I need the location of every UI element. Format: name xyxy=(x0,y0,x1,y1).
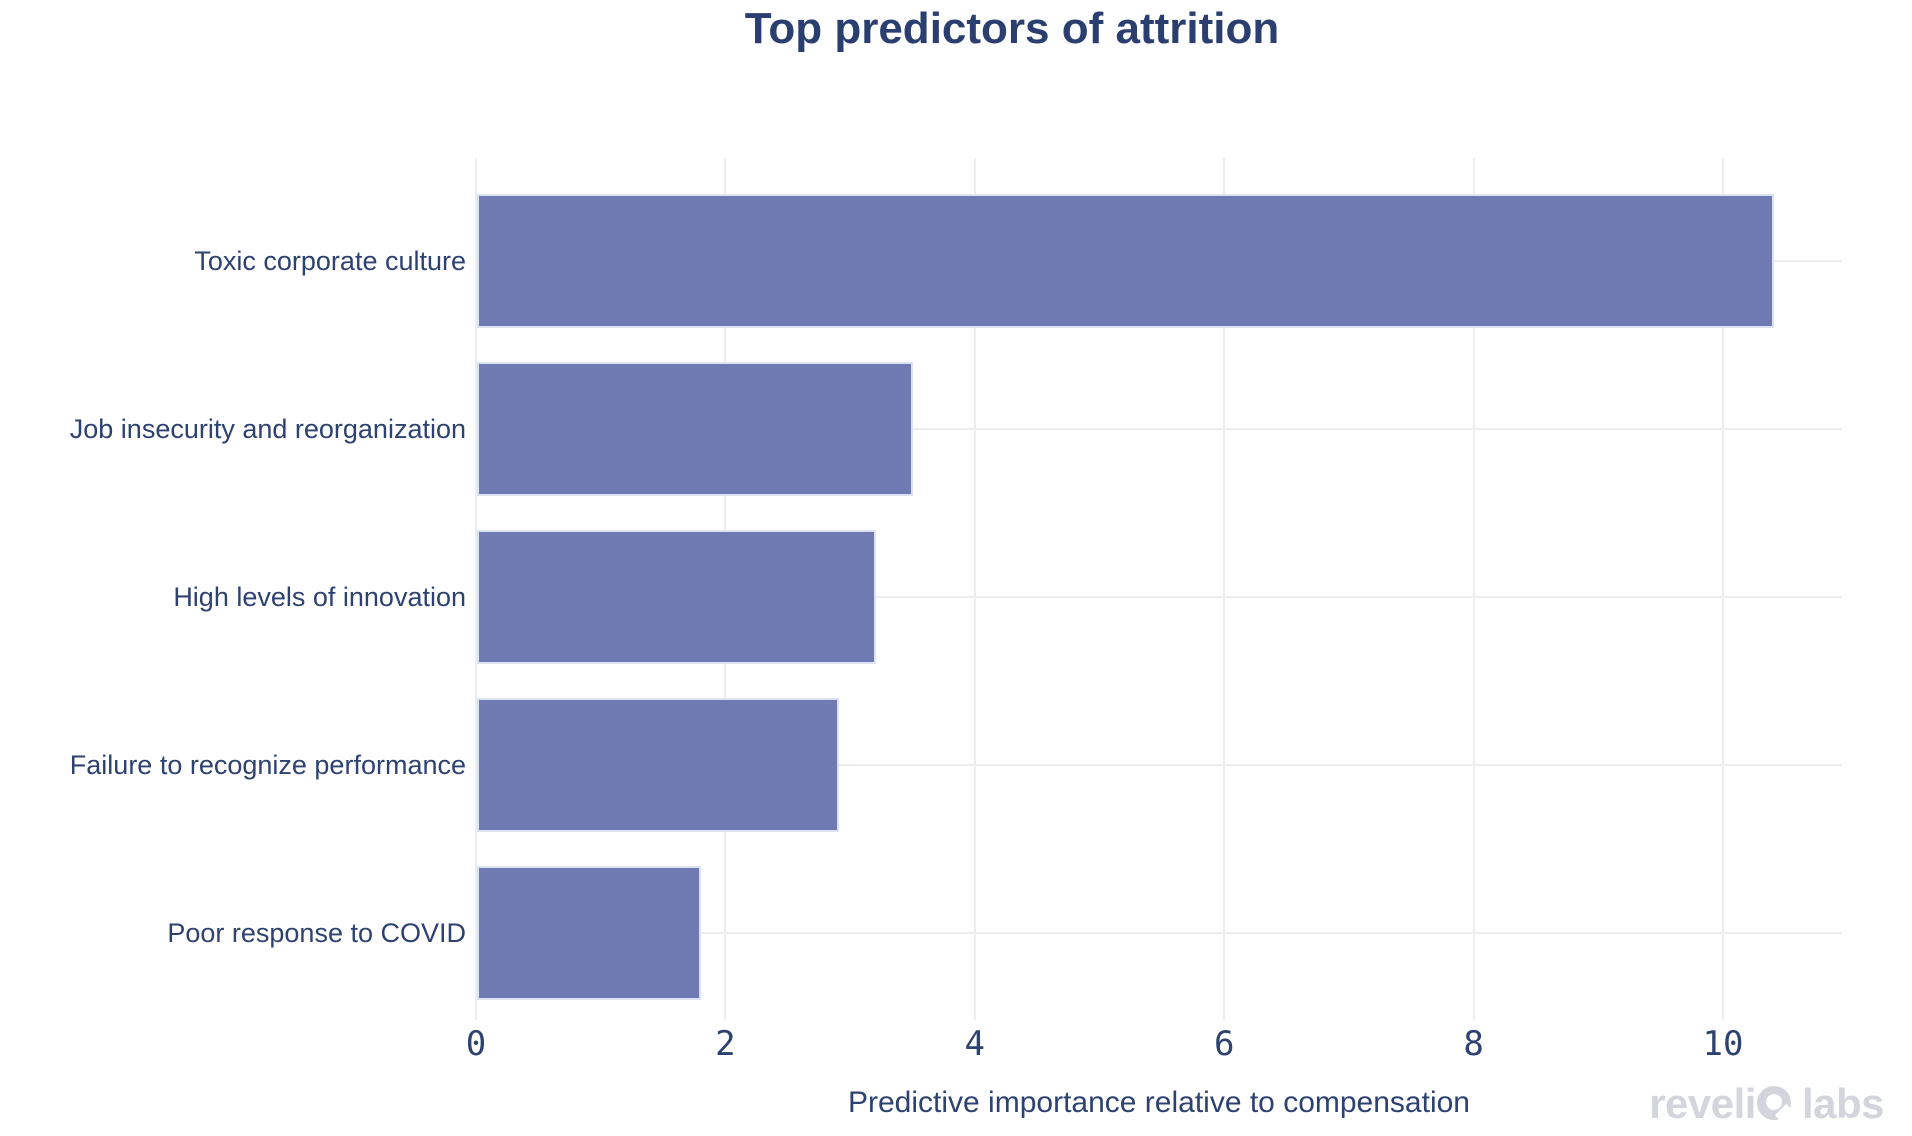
gridline-vertical xyxy=(1472,158,1475,1020)
bar xyxy=(477,194,1774,328)
chart-title: Top predictors of attrition xyxy=(744,4,1280,53)
category-label: Job insecurity and reorganization xyxy=(69,414,466,444)
gridline-horizontal xyxy=(476,764,1842,766)
bar xyxy=(477,530,877,664)
x-tick-label: 2 xyxy=(715,1024,736,1064)
category-label: Poor response to COVID xyxy=(167,918,466,948)
gridline-vertical xyxy=(1223,158,1226,1020)
category-label: Failure to recognize performance xyxy=(69,750,466,780)
x-tick-label: 6 xyxy=(1213,1024,1235,1064)
logo-text-revelio: reveli xyxy=(1649,1080,1756,1127)
gridline-vertical xyxy=(973,158,976,1020)
category-label: Toxic corporate culture xyxy=(194,246,466,276)
x-tick-label: 8 xyxy=(1463,1024,1484,1064)
x-tick-label: 0 xyxy=(465,1024,487,1064)
x-tick-label: 10 xyxy=(1702,1024,1744,1064)
x-tick-label: 4 xyxy=(964,1024,986,1064)
logo-o-icon xyxy=(1756,1082,1798,1130)
gridline-vertical xyxy=(1722,158,1724,1020)
gridline-horizontal xyxy=(476,596,1842,598)
gridline-horizontal xyxy=(476,428,1842,430)
plot-area xyxy=(475,158,1842,1020)
bar xyxy=(477,362,914,496)
logo-text-labs: labs xyxy=(1801,1080,1885,1127)
bar xyxy=(477,866,702,1000)
gridline-horizontal xyxy=(476,932,1842,934)
gridline-vertical xyxy=(475,158,477,1020)
revelio-labs-logo: reveli labs xyxy=(1649,1078,1884,1130)
category-label: High levels of innovation xyxy=(173,582,466,612)
x-axis-title: Predictive importance relative to compen… xyxy=(848,1086,1470,1119)
bar xyxy=(477,698,839,832)
